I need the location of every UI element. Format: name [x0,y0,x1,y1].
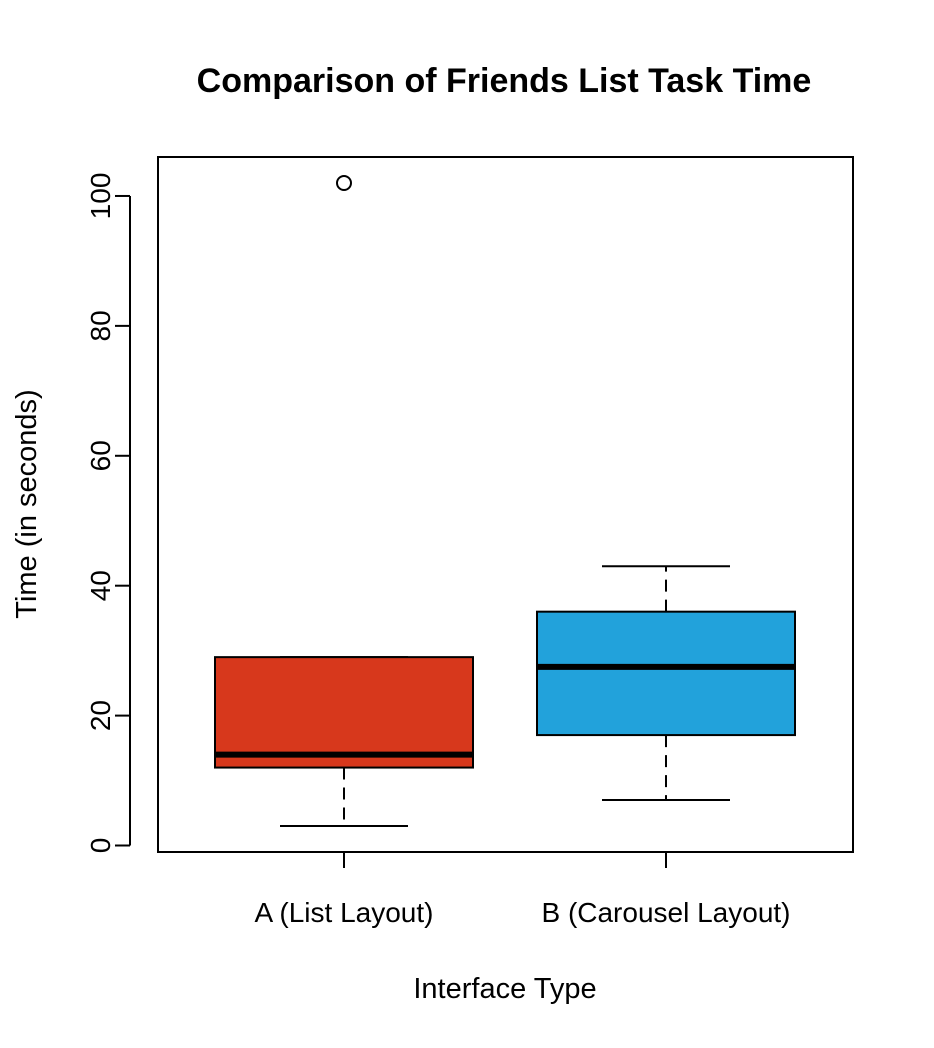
x-tick-label-0: A (List Layout) [255,897,434,928]
y-tick-label-5: 100 [85,173,116,220]
box-0 [214,656,474,769]
plot-frame [157,156,854,853]
y-axis-label: Time (in seconds) [11,389,43,618]
y-axis: 0 20 40 60 80 100 [85,173,131,854]
chart-title: Comparison of Friends List Task Time [197,62,812,100]
y-tick-label-4: 80 [85,310,116,341]
box-group-1 [536,565,796,802]
y-tick-label-0: 0 [85,838,116,854]
x-axis: A (List Layout) B (Carousel Layout) [255,852,791,928]
outlier-point-0-0 [336,174,352,191]
y-tick-label-2: 40 [85,570,116,601]
x-tick-label-1: B (Carousel Layout) [541,897,790,928]
box-group-0 [214,174,474,828]
box-series [214,174,796,828]
x-axis-label: Interface Type [413,973,596,1005]
y-tick-label-1: 20 [85,700,116,731]
y-tick-label-3: 60 [85,440,116,471]
box-1 [536,610,796,737]
